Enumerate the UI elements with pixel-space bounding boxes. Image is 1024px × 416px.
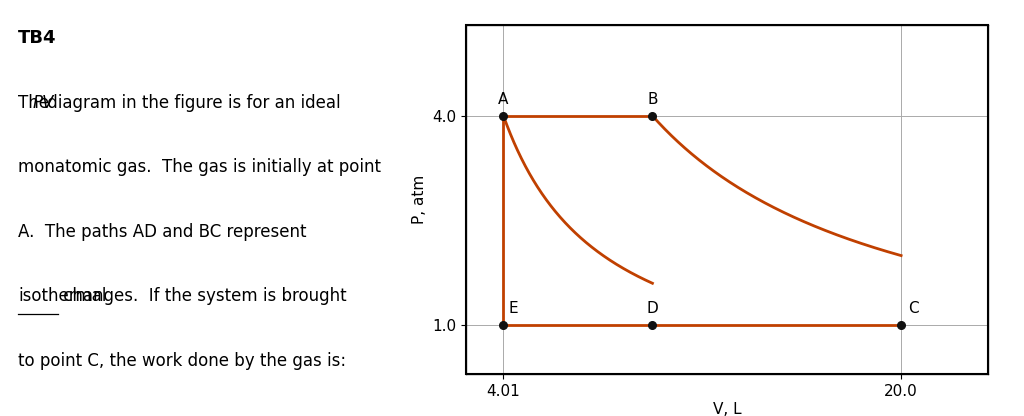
Text: to point C, the work done by the gas is:: to point C, the work done by the gas is: bbox=[18, 352, 346, 369]
Text: monatomic gas.  The gas is initially at point: monatomic gas. The gas is initially at p… bbox=[18, 158, 381, 176]
Text: changes.  If the system is brought: changes. If the system is brought bbox=[57, 287, 346, 305]
Text: The: The bbox=[18, 94, 54, 111]
Text: TB4: TB4 bbox=[18, 29, 56, 47]
Text: PV: PV bbox=[33, 94, 54, 111]
Text: A: A bbox=[499, 92, 509, 107]
Text: D: D bbox=[646, 302, 658, 317]
Text: A.  The paths AD and BC represent: A. The paths AD and BC represent bbox=[18, 223, 306, 240]
Y-axis label: P, atm: P, atm bbox=[412, 175, 427, 224]
Text: diagram in the figure is for an ideal: diagram in the figure is for an ideal bbox=[42, 94, 341, 111]
Text: E: E bbox=[509, 302, 518, 317]
Bar bbox=[466, 25, 988, 374]
Text: isothermal: isothermal bbox=[18, 287, 106, 305]
X-axis label: V, L: V, L bbox=[713, 402, 741, 416]
Text: B: B bbox=[647, 92, 657, 107]
Text: C: C bbox=[908, 302, 920, 317]
